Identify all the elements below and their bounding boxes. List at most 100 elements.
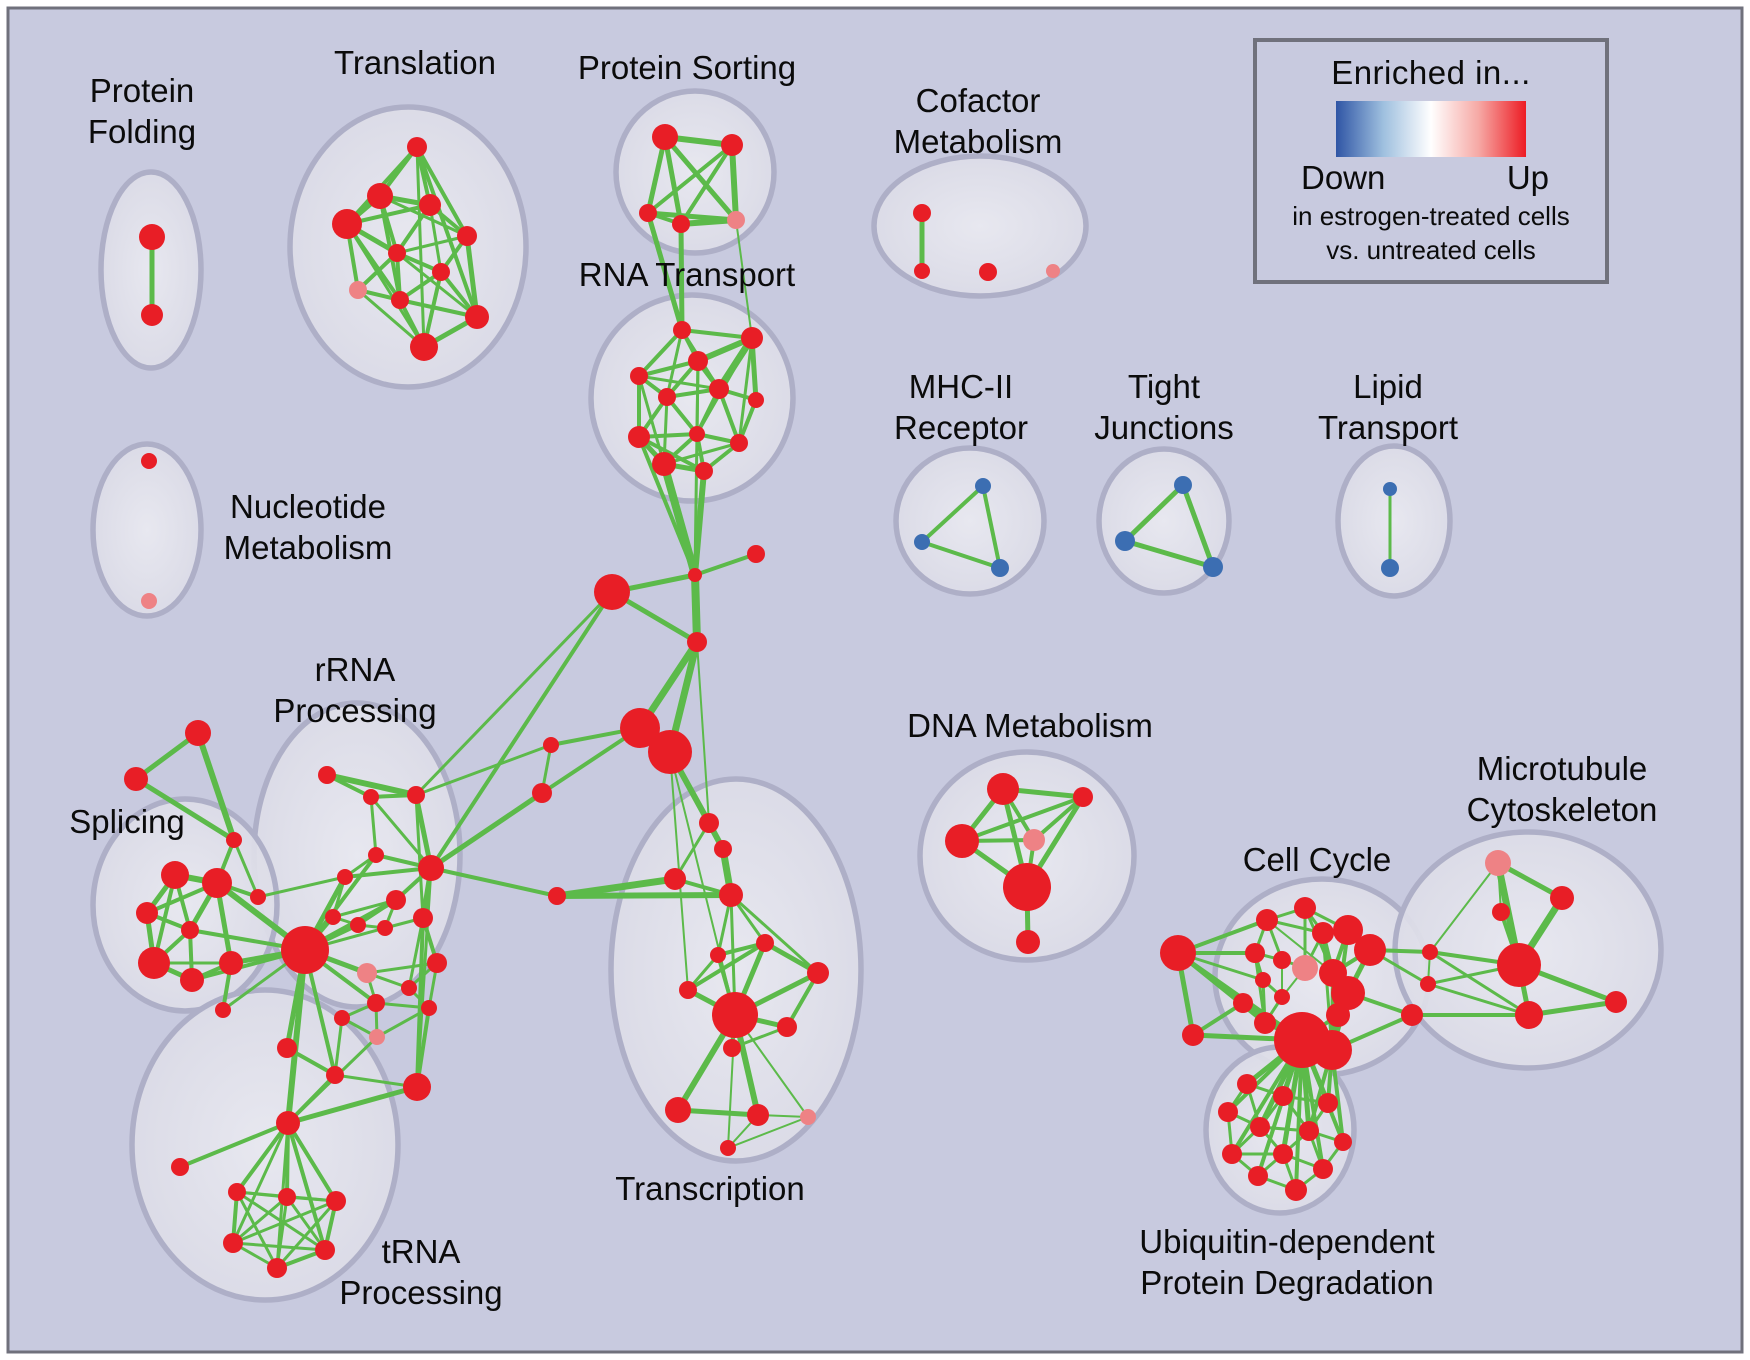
node-rr10: [377, 920, 393, 936]
node-pf1: [139, 224, 165, 250]
node-s4: [672, 215, 690, 233]
node-cf4: [1046, 264, 1060, 278]
node-mtL2: [1420, 976, 1436, 992]
edge-r1-r6: [665, 328, 684, 399]
node-t2: [367, 183, 393, 209]
node-h3: [326, 1191, 346, 1211]
node-rr8: [325, 909, 341, 925]
edge-tj1-tj3: [1180, 482, 1216, 570]
edge-s2-s3: [646, 143, 734, 215]
edge-st1-st3: [195, 730, 237, 843]
edge-c1-c2: [693, 552, 758, 577]
node-r10: [730, 434, 748, 452]
node-sp1: [161, 861, 189, 889]
node-t6: [388, 244, 406, 262]
legend-caption-line1: in estrogen-treated cells: [1292, 201, 1570, 231]
cluster-ellipse-mhc-ii-receptor: [893, 445, 1047, 597]
node-cc2: [1182, 1024, 1204, 1046]
node-rr11: [413, 908, 433, 928]
edge-s4-s5: [678, 217, 739, 227]
edge-ra10-rr6: [415, 866, 433, 1089]
edge-c8-rr6: [428, 790, 545, 871]
edge-s3-r1: [645, 210, 685, 333]
node-t4: [332, 209, 362, 239]
node-lp2: [1381, 559, 1399, 577]
node-u8: [1222, 1144, 1242, 1164]
edge-r3-r4: [637, 359, 700, 378]
node-cc6: [1312, 922, 1334, 944]
node-ra10: [403, 1073, 431, 1101]
edge-r10-r11: [662, 441, 741, 466]
node-cc5: [1294, 897, 1316, 919]
node-tx13: [800, 1109, 816, 1125]
node-tx5: [756, 934, 774, 952]
node-s3: [639, 204, 657, 222]
cluster-label-nucleotide-metabolism: Nucleotide: [230, 488, 386, 525]
node-u12: [1285, 1179, 1307, 1201]
node-cf2: [914, 263, 930, 279]
edge-m1-m3: [981, 484, 1002, 570]
edge-tx11-tx12: [675, 1107, 761, 1118]
edge-d2-d3: [960, 795, 1085, 843]
edge-s4-r1: [678, 221, 685, 333]
edge-r11-c1: [660, 460, 699, 579]
legend-gradient-bar: [1336, 101, 1526, 157]
node-mt3: [1515, 1001, 1543, 1029]
edge-r8-r12: [637, 435, 706, 473]
node-h1: [228, 1183, 246, 1201]
node-tr1: [171, 1158, 189, 1176]
node-st1: [185, 720, 211, 746]
edge-r1-r2: [680, 328, 754, 340]
node-c8: [532, 783, 552, 803]
node-sp3: [136, 902, 158, 924]
node-ra3: [334, 1010, 350, 1026]
cluster-label-ubiquitin-degradation: Protein Degradation: [1140, 1264, 1434, 1301]
edge-mtL1-mt3: [1428, 950, 1531, 1017]
node-c3: [594, 574, 630, 610]
node-r1: [673, 321, 691, 339]
edge-t9-t10: [398, 298, 479, 319]
node-tx10: [723, 1039, 741, 1057]
node-tx9: [777, 1017, 797, 1037]
node-mt4: [1605, 991, 1627, 1013]
node-c7: [543, 737, 559, 753]
node-rr6: [418, 855, 444, 881]
edge-t1-t10: [415, 145, 479, 319]
node-mtPink: [1485, 850, 1511, 876]
node-d6: [1016, 930, 1040, 954]
node-ra9: [326, 1066, 344, 1084]
node-st3: [226, 832, 242, 848]
node-cc11: [1292, 955, 1318, 981]
node-sp4: [181, 921, 199, 939]
cluster-label-lipid-transport: Transport: [1318, 409, 1458, 446]
edge-mtPink-mtL1: [1429, 862, 1499, 953]
node-cc17: [1331, 976, 1365, 1010]
node-h2: [278, 1188, 296, 1206]
node-nu2: [141, 593, 157, 609]
node-sp5: [138, 947, 170, 979]
cluster-label-transcription: Transcription: [615, 1170, 805, 1207]
node-t10: [465, 305, 489, 329]
node-u4: [1218, 1102, 1238, 1122]
node-r5: [709, 379, 729, 399]
node-rr1: [318, 766, 336, 784]
node-st2: [124, 767, 148, 791]
edge-h3-h6: [275, 1199, 338, 1270]
node-tx1: [699, 813, 719, 833]
edge-s2-s4: [679, 143, 734, 226]
node-rr9: [350, 917, 366, 933]
node-u3: [1318, 1093, 1338, 1113]
node-u2: [1273, 1086, 1293, 1106]
node-cc14: [1274, 989, 1290, 1005]
node-rr13: [250, 889, 266, 905]
node-s1: [652, 124, 678, 150]
legend-title: Enriched in...: [1331, 54, 1531, 91]
edge-s2-s5: [729, 142, 739, 223]
node-ra2: [367, 994, 385, 1012]
cluster-ellipse-nucleotide-metabolism: [90, 441, 204, 619]
node-mtL1: [1422, 944, 1438, 960]
edge-t4-t11: [345, 222, 426, 349]
cluster-ellipse-lipid-transport: [1335, 443, 1453, 599]
edge-rr3-rr11: [414, 793, 425, 920]
edge-tx13-tx14: [727, 1116, 809, 1149]
